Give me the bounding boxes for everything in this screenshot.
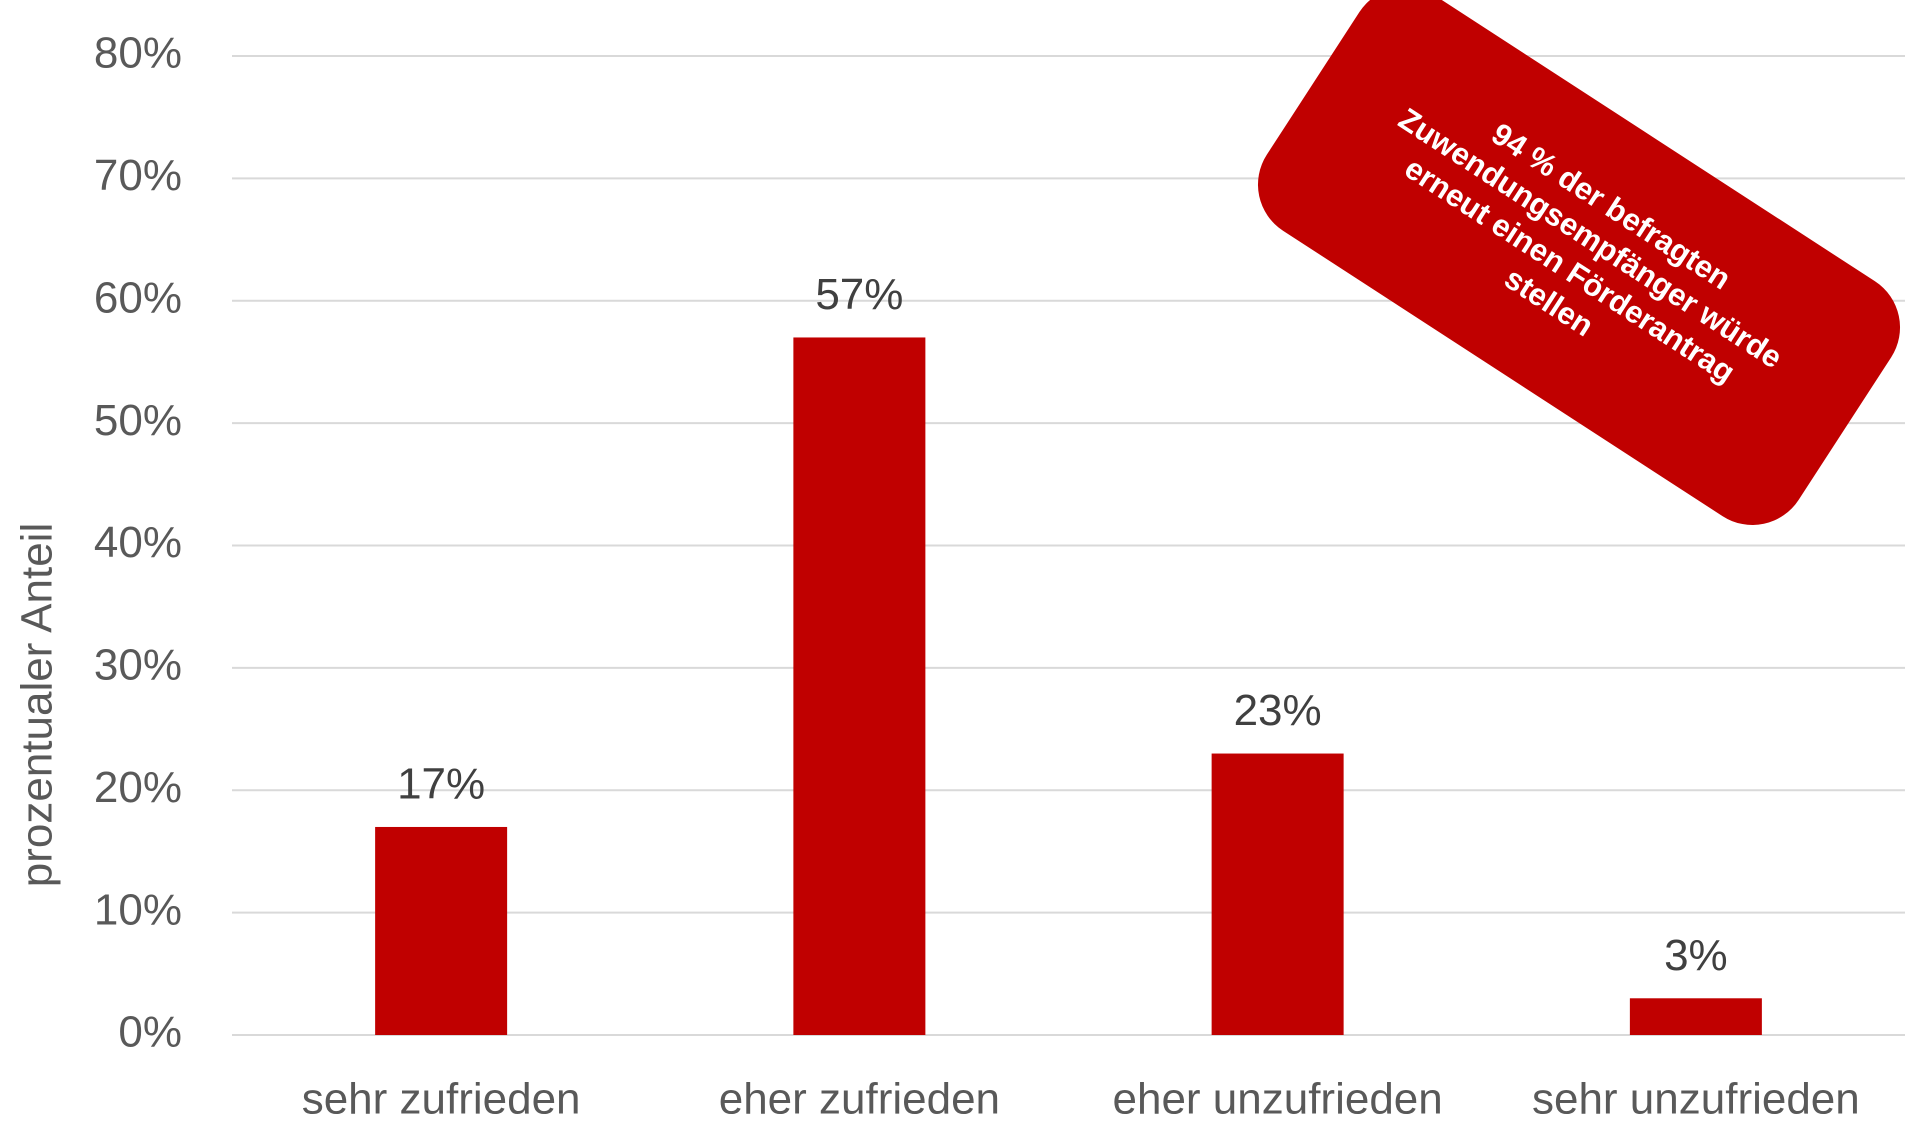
- y-tick-label: 70%: [94, 151, 182, 200]
- annotation-box: [1257, 0, 1901, 525]
- bar: [1211, 753, 1344, 1035]
- x-tick-label: eher unzufrieden: [1113, 1075, 1443, 1124]
- y-tick-label: 40%: [94, 518, 182, 567]
- y-tick-label: 50%: [94, 396, 182, 445]
- bar: [375, 826, 508, 1035]
- x-tick-label: sehr unzufrieden: [1532, 1075, 1860, 1124]
- y-tick-label: 0%: [118, 1008, 182, 1057]
- x-tick-label: eher zufrieden: [719, 1075, 1000, 1124]
- y-tick-label: 20%: [94, 763, 182, 812]
- y-tick-label: 60%: [94, 273, 182, 322]
- x-tick-label: sehr zufrieden: [302, 1075, 581, 1124]
- value-label: 23%: [1234, 686, 1322, 735]
- y-tick-label: 30%: [94, 641, 182, 690]
- y-tick-label: 80%: [94, 29, 182, 78]
- y-tick-label: 10%: [94, 885, 182, 934]
- bar: [793, 337, 926, 1035]
- bar: [1629, 998, 1762, 1035]
- value-label: 57%: [815, 270, 903, 319]
- value-label: 17%: [397, 760, 485, 809]
- y-axis-title: prozentualer Anteil: [13, 523, 62, 887]
- value-label: 3%: [1664, 931, 1728, 980]
